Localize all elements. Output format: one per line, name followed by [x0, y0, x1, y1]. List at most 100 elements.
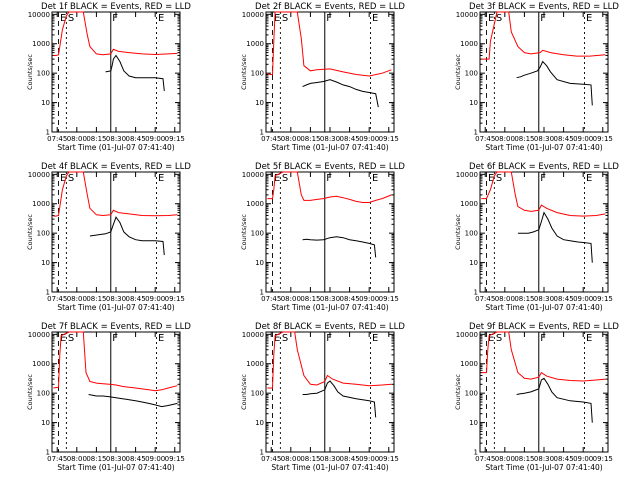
chart-title: Det 8f BLACK = Events, RED = LLD	[255, 322, 405, 332]
x-tick-label: 08:45	[553, 295, 573, 303]
series-events	[105, 54, 165, 91]
x-tick-label: 08:30	[106, 135, 126, 143]
marker-label: F	[540, 13, 546, 24]
x-tick-label: 08:30	[534, 135, 554, 143]
x-tick-label: 07:45	[47, 135, 67, 143]
x-tick-label: 08:30	[320, 295, 340, 303]
x-tick-label: 08:00	[67, 455, 87, 463]
x-tick-label: 08:45	[125, 455, 145, 463]
series-events	[88, 394, 178, 408]
x-tick-label: 09:15	[165, 455, 185, 463]
plot-frame	[51, 11, 181, 133]
marker-label: S	[68, 13, 74, 24]
chart-title: Det 6f BLACK = Events, RED = LLD	[469, 162, 619, 172]
y-tick-label: 1000	[460, 200, 478, 208]
marker-label: F	[326, 333, 332, 344]
y-tick-label: 100	[465, 230, 478, 238]
series-lld	[53, 11, 178, 56]
x-tick-label: 07:45	[261, 455, 281, 463]
x-axis-label: Start Time (01-Jul-07 07:41:40)	[57, 463, 174, 472]
marker-label: S	[496, 333, 502, 344]
x-tick-label: 09:00	[573, 295, 593, 303]
x-tick-label: 08:30	[534, 455, 554, 463]
y-tick-label: 100	[251, 230, 264, 238]
x-tick-label: 09:15	[379, 295, 399, 303]
x-tick-label: 08:45	[553, 135, 573, 143]
y-tick-label: 1000	[460, 360, 478, 368]
y-tick-label: 100	[37, 70, 50, 78]
series-events	[517, 211, 593, 263]
x-tick-label: 08:15	[300, 135, 320, 143]
x-tick-label: 09:00	[359, 455, 379, 463]
x-axis-label: Start Time (01-Jul-07 07:41:40)	[271, 463, 388, 472]
y-tick-label: 10000	[456, 171, 478, 179]
y-tick-label: 1000	[460, 40, 478, 48]
x-tick-label: 08:00	[281, 135, 301, 143]
marker-label: F	[326, 173, 332, 184]
chart-title: Det 3f BLACK = Events, RED = LLD	[469, 2, 619, 12]
y-tick-label: 100	[465, 70, 478, 78]
marker-label: E	[158, 173, 164, 184]
x-axis-label: Start Time (01-Jul-07 07:41:40)	[271, 143, 388, 152]
x-tick-label: 08:15	[86, 135, 106, 143]
y-tick-label: 1	[260, 289, 264, 297]
plot-frame	[51, 331, 181, 453]
x-tick-label: 07:45	[475, 455, 495, 463]
x-tick-label: 08:15	[86, 455, 106, 463]
y-tick-label: 100	[251, 390, 264, 398]
x-tick-label: 09:15	[593, 295, 613, 303]
y-tick-label: 1	[474, 289, 478, 297]
x-tick-label: 09:15	[593, 135, 613, 143]
x-tick-label: 08:30	[534, 295, 554, 303]
x-tick-label: 09:00	[573, 135, 593, 143]
x-tick-label: 08:45	[339, 135, 359, 143]
x-tick-label: 09:00	[145, 455, 165, 463]
y-axis-label: Counts/sec	[454, 214, 462, 250]
x-axis-label: Start Time (01-Jul-07 07:41:40)	[485, 463, 602, 472]
y-tick-label: 1000	[246, 200, 264, 208]
x-tick-label: 08:45	[553, 455, 573, 463]
chart-panel-3: Det 3f BLACK = Events, RED = LLD 1 10 100 10…	[454, 2, 619, 152]
y-tick-label: 10	[41, 419, 50, 427]
chart-title: Det 5f BLACK = Events, RED = LLD	[255, 162, 405, 172]
y-tick-label: 10000	[456, 11, 478, 19]
x-tick-label: 09:00	[359, 295, 379, 303]
series-events	[516, 377, 593, 423]
x-tick-label: 08:00	[495, 455, 515, 463]
y-tick-label: 1	[46, 129, 50, 137]
marker-label: S	[496, 13, 502, 24]
x-axis-label: Start Time (01-Jul-07 07:41:40)	[57, 143, 174, 152]
x-tick-label: 07:45	[47, 455, 67, 463]
y-tick-label: 1	[260, 449, 264, 457]
y-axis-label: Counts/sec	[26, 54, 34, 90]
marker-label: E	[372, 13, 378, 24]
chart-title: Det 1f BLACK = Events, RED = LLD	[41, 2, 191, 12]
x-tick-label: 07:45	[47, 295, 67, 303]
y-tick-label: 1	[474, 449, 478, 457]
y-axis-label: Counts/sec	[454, 374, 462, 410]
y-tick-label: 10	[469, 99, 478, 107]
marker-label: E	[372, 333, 378, 344]
x-tick-label: 08:30	[106, 455, 126, 463]
marker-label: E	[488, 173, 494, 184]
y-tick-label: 10000	[456, 331, 478, 339]
x-tick-label: 08:15	[514, 455, 534, 463]
x-tick-label: 09:00	[145, 135, 165, 143]
series-lld	[53, 171, 178, 217]
x-tick-label: 08:15	[514, 135, 534, 143]
plot-frame	[479, 331, 609, 453]
x-tick-label: 09:15	[165, 135, 185, 143]
chart-title: Det 7f BLACK = Events, RED = LLD	[41, 322, 191, 332]
y-tick-label: 1	[46, 449, 50, 457]
y-tick-label: 10	[255, 99, 264, 107]
marker-label: E	[158, 333, 164, 344]
y-tick-label: 1000	[246, 360, 264, 368]
y-axis-label: Counts/sec	[240, 374, 248, 410]
plot-frame	[265, 11, 395, 133]
y-tick-label: 10000	[28, 11, 50, 19]
marker-label: E	[586, 333, 592, 344]
x-tick-label: 08:00	[281, 295, 301, 303]
marker-label: S	[282, 173, 288, 184]
chart-panel-9: Det 9f BLACK = Events, RED = LLD 1 10 100 10…	[454, 322, 619, 472]
x-tick-label: 08:15	[300, 295, 320, 303]
